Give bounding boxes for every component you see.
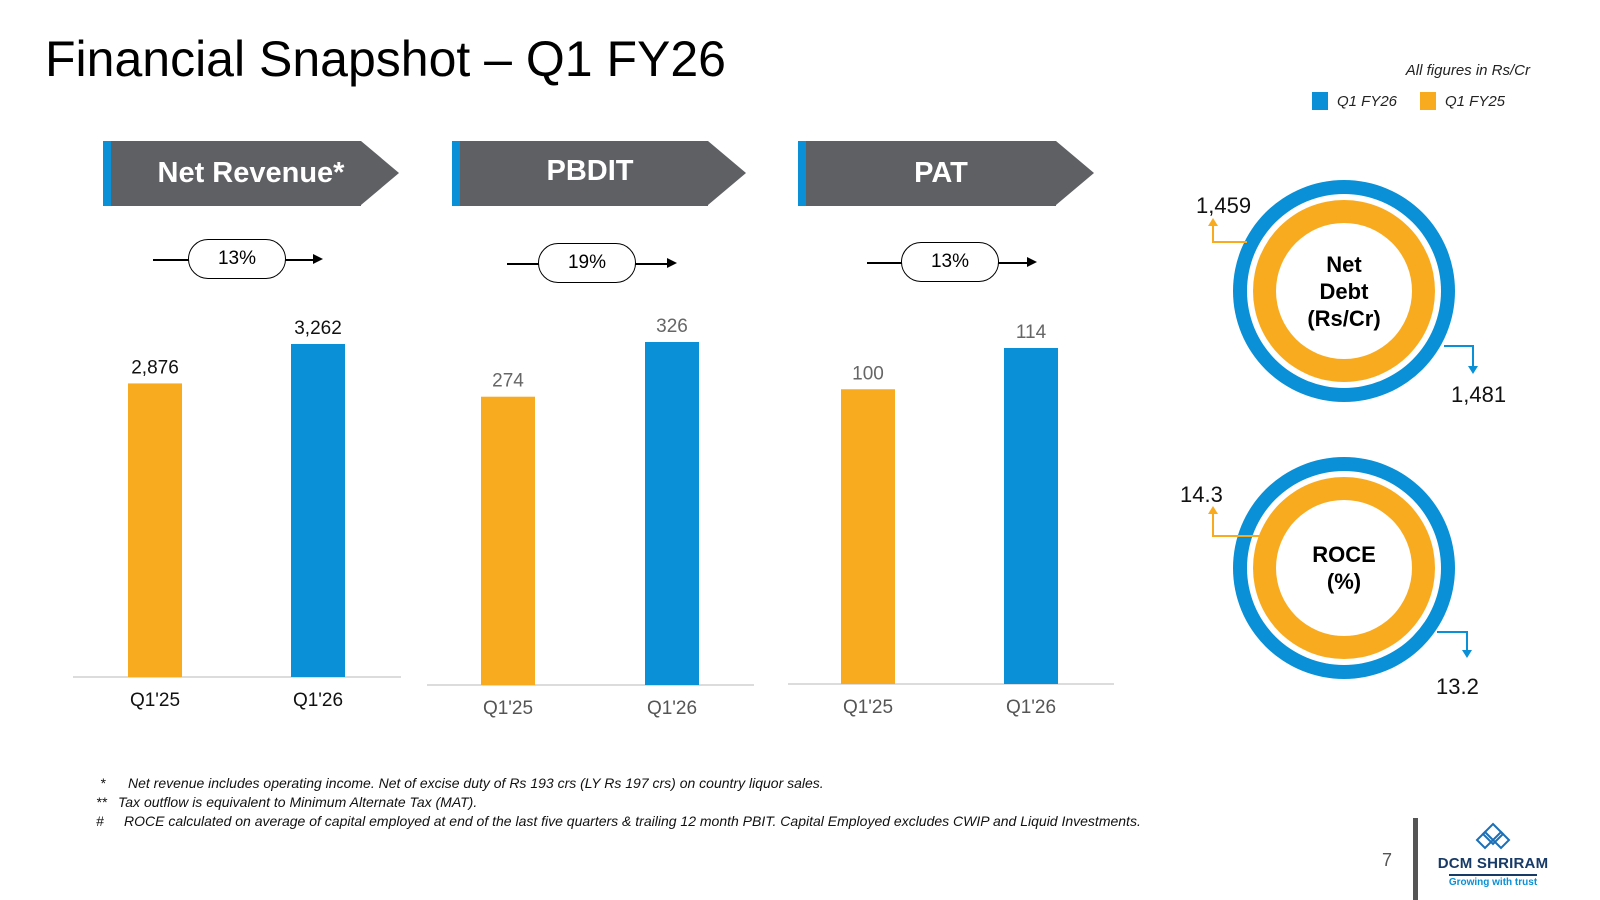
logo-name: DCM SHRIRAM (1437, 855, 1549, 872)
bar-value-label: 274 (492, 371, 524, 392)
banner-arrow-tip (708, 141, 746, 205)
bar-q125 (128, 383, 182, 677)
growth-pill: 13% (901, 242, 999, 282)
banner-label: PAT (914, 157, 968, 189)
banner-arrow-tip (361, 141, 399, 205)
bar-q125 (841, 389, 895, 684)
banner-arrow-tip (1056, 141, 1094, 205)
category-tick-label: Q1'26 (647, 698, 697, 719)
legend-swatch-fy26 (1312, 92, 1328, 110)
units-note: All figures in Rs/Cr (1405, 62, 1530, 79)
growth-indicator-pat: 13% (867, 242, 1037, 282)
net-debt-fy26-value: 1,481 (1451, 382, 1507, 407)
logo-tagline: Growing with trust (1448, 874, 1538, 888)
net-revenue-bar-chart: 2,876 Q1'25 3,262 Q1'26 (73, 318, 401, 711)
banner-label: Net Revenue* (157, 157, 345, 189)
net-debt-fy25-value: 1,459 (1196, 193, 1252, 218)
bar-value-label: 114 (1016, 322, 1047, 343)
net-debt-label: Net Debt (Rs/Cr) (1276, 223, 1412, 359)
banner-accent (798, 141, 806, 206)
bar-value-label: 100 (852, 363, 884, 384)
growth-arrow-icon (313, 254, 323, 264)
net-debt-donut: Net Debt (Rs/Cr) (1233, 180, 1455, 402)
legend-item-fy25: Q1 FY25 (1420, 92, 1505, 110)
roce-fy25-callout (1212, 512, 1266, 537)
roce-fy25-value: 14.3 (1180, 482, 1223, 507)
page-number: 7 (1382, 850, 1393, 870)
bar-value-label: 326 (656, 316, 688, 337)
down-arrow-icon (1462, 650, 1472, 658)
growth-pill: 13% (188, 239, 286, 279)
up-arrow-icon (1208, 218, 1218, 226)
growth-arrow-icon (667, 258, 677, 268)
growth-indicator-net-revenue: 13% (153, 239, 323, 279)
kpi-callout-lines (1208, 218, 1478, 658)
banner-body (111, 141, 361, 206)
bar-q126 (1004, 348, 1058, 684)
bar-q125 (481, 396, 535, 685)
banner-pat: PAT (798, 141, 1094, 206)
net-debt-fy26-callout (1444, 345, 1474, 368)
down-arrow-icon (1468, 366, 1478, 374)
banner-accent (103, 141, 111, 206)
legend-item-fy26: Q1 FY26 (1312, 92, 1397, 110)
banner-net-revenue: Net Revenue* (103, 141, 399, 206)
logo-mark-icon (1475, 822, 1511, 850)
roce-donut: ROCE (%) (1233, 457, 1455, 679)
category-tick-label: Q1'25 (843, 697, 893, 718)
footnotes: * Net revenue includes operating income. … (96, 774, 1141, 831)
category-tick-label: Q1'25 (483, 698, 533, 719)
net-debt-fy25-callout (1212, 224, 1247, 243)
banner-label: PBDIT (546, 154, 634, 187)
up-arrow-icon (1208, 506, 1218, 514)
growth-pill: 19% (538, 243, 636, 283)
growth-arrow-icon (1027, 257, 1037, 267)
legend-swatch-fy25 (1420, 92, 1436, 110)
pat-bar-chart: 100 Q1'25 114 Q1'26 (788, 322, 1114, 718)
growth-indicator-pbdit: 19% (507, 243, 677, 283)
bar-q126 (291, 344, 345, 677)
footnote-2: ** Tax outflow is equivalent to Minimum A… (96, 794, 478, 810)
roce-fy26-value: 13.2 (1436, 674, 1479, 699)
pbdit-bar-chart: 274 Q1'25 326 Q1'26 (427, 316, 754, 719)
roce-label: ROCE (%) (1276, 500, 1412, 636)
bar-q126 (645, 342, 699, 685)
company-logo: DCM SHRIRAM Growing with trust (1428, 822, 1558, 890)
page-title: Financial Snapshot – Q1 FY26 (45, 31, 726, 87)
banner-accent (452, 141, 460, 206)
category-tick-label: Q1'26 (293, 690, 343, 711)
footnote-1: * Net revenue includes operating income. … (100, 775, 824, 791)
bar-value-label: 2,876 (131, 357, 179, 378)
banner-pbdit: PBDIT (452, 141, 746, 206)
legend-label-fy26: Q1 FY26 (1337, 92, 1398, 110)
roce-fy26-callout (1437, 631, 1468, 652)
category-tick-label: Q1'26 (1006, 697, 1056, 718)
banner-body (806, 141, 1056, 206)
legend-label-fy25: Q1 FY25 (1445, 92, 1506, 110)
banner-body (460, 141, 708, 206)
logo-divider (1413, 818, 1418, 900)
footnote-3: # ROCE calculated on average of capital e… (96, 813, 1141, 829)
category-tick-label: Q1'25 (130, 690, 180, 711)
bar-value-label: 3,262 (294, 318, 342, 339)
